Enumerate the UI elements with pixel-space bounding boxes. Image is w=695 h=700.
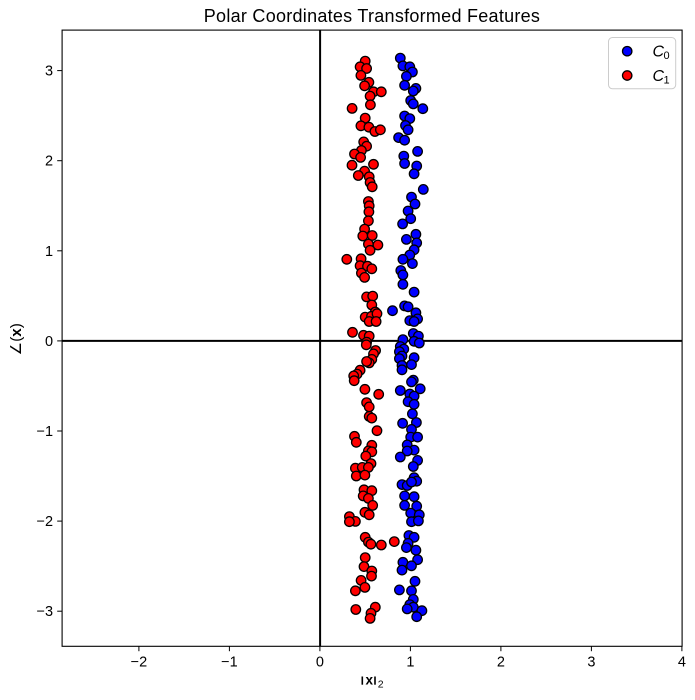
svg-text:1: 1 xyxy=(406,655,414,671)
svg-text:x: x xyxy=(366,673,374,688)
svg-text:1: 1 xyxy=(45,244,53,260)
svg-text:0: 0 xyxy=(45,334,53,350)
svg-text:C: C xyxy=(653,44,665,61)
svg-text:−3: −3 xyxy=(37,604,54,620)
svg-text:−1: −1 xyxy=(37,424,54,440)
svg-text:2: 2 xyxy=(45,154,53,170)
svg-text:3: 3 xyxy=(587,655,595,671)
svg-text:4: 4 xyxy=(678,655,686,671)
svg-text:3: 3 xyxy=(45,64,53,80)
svg-text:0: 0 xyxy=(664,50,670,62)
svg-text:2: 2 xyxy=(378,679,384,691)
svg-text:−2: −2 xyxy=(37,514,54,530)
svg-text:2: 2 xyxy=(497,655,505,671)
svg-text:Polar Coordinates Transformed: Polar Coordinates Transformed Features xyxy=(204,6,540,26)
svg-text:1: 1 xyxy=(664,74,670,86)
svg-text:0: 0 xyxy=(316,655,324,671)
svg-text:−1: −1 xyxy=(221,655,238,671)
svg-text:C: C xyxy=(653,68,665,85)
svg-text:∠(x): ∠(x) xyxy=(8,323,25,355)
svg-text:−2: −2 xyxy=(131,655,148,671)
